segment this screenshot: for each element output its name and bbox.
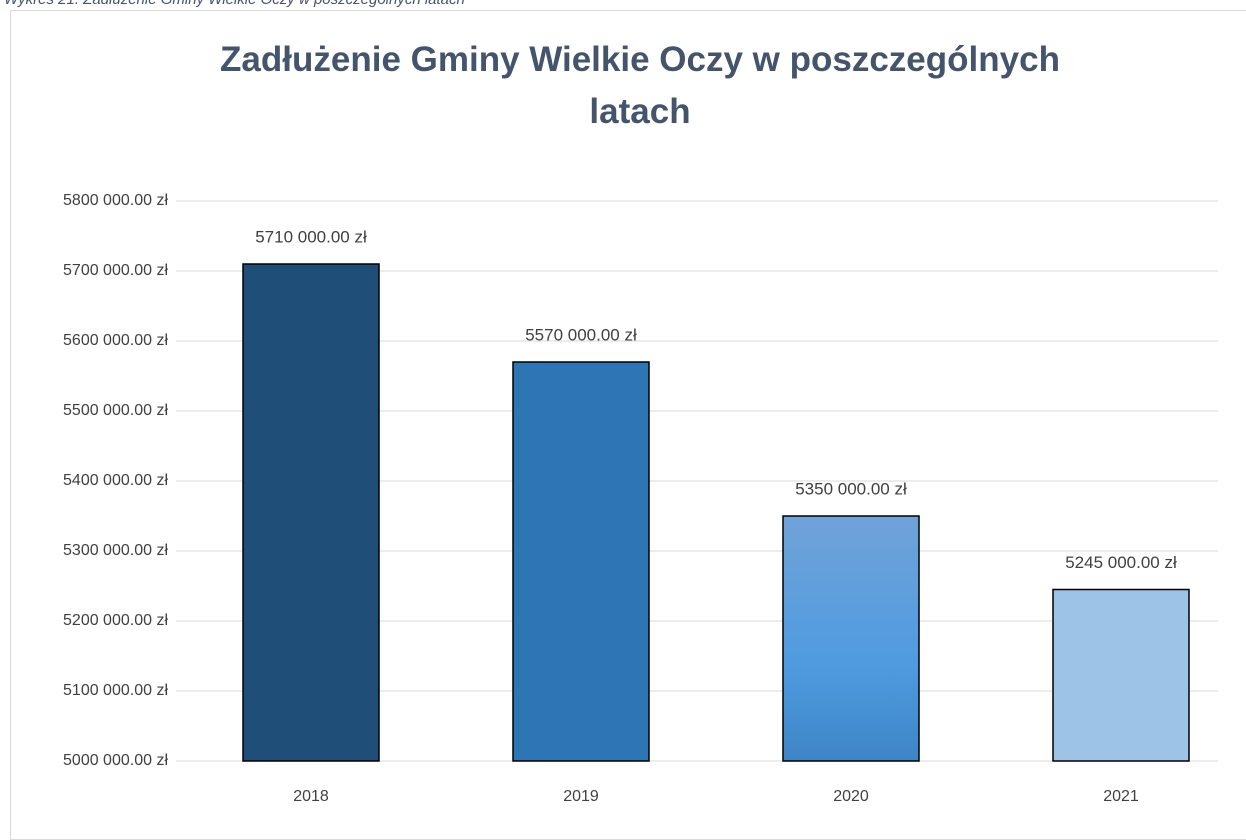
y-tick-label: 5300 000.00 zł: [63, 542, 168, 559]
y-tick-label: 5200 000.00 zł: [63, 612, 168, 629]
x-tick-label: 2018: [293, 788, 329, 805]
y-tick-label: 5600 000.00 zł: [63, 332, 168, 349]
bar: [512, 361, 650, 762]
y-tick-label: 5000 000.00 zł: [63, 752, 168, 769]
data-label: 5570 000.00 zł: [525, 325, 637, 344]
x-tick-label: 2019: [563, 788, 599, 805]
chart-title: Zadłużenie Gminy Wielkie Oczy w poszczeg…: [220, 40, 1060, 131]
data-label: 5710 000.00 zł: [255, 227, 367, 246]
y-tick-label: 5800 000.00 zł: [63, 192, 168, 209]
y-tick-label: 5700 000.00 zł: [63, 262, 168, 279]
bar: [242, 263, 380, 762]
y-tick-label: 5400 000.00 zł: [63, 472, 168, 489]
x-tick-label: 2020: [833, 788, 869, 805]
data-label: 5350 000.00 zł: [795, 479, 907, 498]
y-tick-label: 5500 000.00 zł: [63, 402, 168, 419]
y-tick-label: 5100 000.00 zł: [63, 682, 168, 699]
data-label: 5245 000.00 zł: [1065, 553, 1177, 572]
caption: Wykres 21. Zadłużenie Gminy Wielkie Oczy…: [4, 0, 465, 8]
bar: [1052, 588, 1190, 762]
x-tick-label: 2021: [1103, 788, 1139, 805]
bar: [782, 515, 920, 762]
